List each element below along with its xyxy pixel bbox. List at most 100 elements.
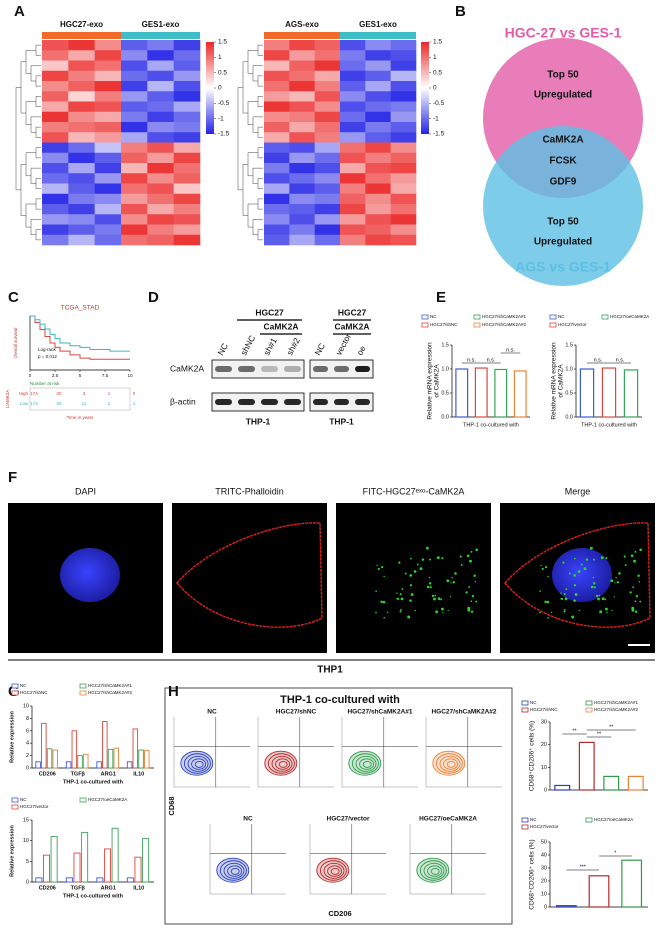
heatmap-cell — [173, 163, 201, 174]
heatmap-cell — [94, 224, 122, 236]
x-tick-label: 10 — [127, 373, 133, 378]
y-axis-label: Relative mRNA expression — [551, 342, 558, 420]
risk-count: 174 — [30, 401, 38, 406]
legend-label: HGC27/vector — [530, 824, 559, 829]
heatmap-cell — [42, 70, 69, 82]
micrograph — [172, 503, 327, 653]
heatmap-cell — [340, 214, 366, 225]
legend-swatch — [11, 797, 19, 803]
x-axis-label: Time in years — [67, 415, 95, 420]
heatmap-cell — [314, 91, 341, 102]
legend-label: NC — [558, 314, 565, 319]
fitc-dot — [416, 563, 419, 566]
heatmap-cell — [314, 60, 341, 72]
bar — [35, 761, 41, 769]
bar — [113, 747, 119, 769]
row-label: CaMK2A — [170, 363, 204, 373]
heatmap-cell — [340, 152, 366, 164]
bar — [623, 369, 639, 418]
fitc-dot — [475, 600, 478, 603]
colorbar — [421, 42, 429, 134]
fitc-dot — [398, 561, 401, 564]
colorbar-label: 0 — [433, 85, 437, 92]
heatmap-cell — [94, 60, 122, 72]
fitc-dot — [593, 558, 596, 561]
heatmap-cell — [340, 204, 366, 215]
fitc-dot — [465, 591, 468, 594]
flow-contour — [187, 755, 209, 772]
heatmap-cell — [147, 122, 174, 133]
heatmap-cell — [42, 152, 69, 164]
heatmap-cell — [42, 50, 69, 61]
fitc-dot — [474, 580, 477, 583]
group-bar — [42, 32, 121, 39]
heatmap-cell — [94, 122, 122, 133]
fitc-dot — [410, 557, 412, 560]
heatmap-cell — [42, 204, 69, 215]
dendrogram — [35, 198, 41, 210]
flow-contour — [423, 862, 445, 879]
fitc-dot — [539, 611, 541, 614]
annotation: p = 0.012 — [38, 354, 57, 359]
dendrogram — [242, 164, 248, 216]
x-tick-label: ARG1 — [101, 771, 116, 777]
heatmap-cell — [94, 173, 122, 184]
fitc-dot — [560, 592, 562, 594]
flow-contour — [183, 753, 211, 774]
heatmap-cell — [68, 224, 95, 236]
risk-count: 2 — [108, 401, 111, 406]
heatmap-cell — [94, 111, 122, 123]
lane-label: sh#2 — [284, 336, 302, 357]
heatmap-cell — [147, 142, 174, 154]
x-axis-label: THP-1 co-cultured with — [581, 422, 637, 428]
fitc-dot — [409, 574, 413, 577]
legend-label: HGC27/shNC — [430, 322, 458, 327]
legend-label: HGC27/shCaMK2A#1 — [594, 700, 639, 705]
dendrogram — [35, 147, 41, 159]
dendrogram — [257, 75, 263, 87]
fitc-dot — [467, 606, 471, 610]
heatmap-cell — [390, 60, 417, 72]
blot-band — [261, 399, 278, 405]
heatmap-cell — [94, 81, 122, 92]
dendrogram — [242, 61, 248, 114]
heatmap-cell — [340, 81, 366, 92]
heatmap-cell — [147, 111, 174, 123]
y-axis-label: CD68⁺CD206⁺ cells (%) — [529, 721, 536, 791]
fitc-dot — [539, 590, 541, 592]
heatmap-cell — [289, 234, 315, 246]
heatmap-cell — [94, 214, 122, 225]
fitc-dot — [386, 611, 389, 614]
fitc-dot — [381, 566, 384, 569]
fitc-dot — [585, 558, 589, 561]
heatmap-cell — [173, 234, 201, 246]
legend-swatch — [11, 804, 19, 810]
fitc-dot — [562, 561, 565, 564]
x-tick-label: IL10 — [133, 771, 144, 777]
fitc-dot — [413, 570, 417, 573]
heatmap-cell — [173, 60, 201, 72]
heatmap-cell — [173, 111, 201, 123]
fitc-dot — [451, 576, 453, 579]
heatmap-cell — [264, 111, 290, 123]
heatmap-cell — [289, 50, 315, 61]
heatmap-cell — [264, 214, 290, 225]
heatmap-cell — [68, 163, 95, 174]
fitc-dot — [399, 610, 402, 613]
lane-label: NC — [312, 341, 327, 357]
heatmap-cell — [390, 111, 417, 123]
heatmap-cell — [289, 40, 315, 51]
heatmap-cell — [264, 183, 290, 195]
heatmap-cell — [264, 50, 290, 61]
y-tick-label: 30 — [541, 865, 547, 871]
micrograph-title: FITC-HGC27ᵉˣᵒ-CaMK2A — [363, 486, 465, 496]
blot-band — [261, 366, 278, 372]
bar — [144, 750, 150, 769]
fitc-dot — [380, 600, 383, 604]
x-axis-label: THP-1 co-cultured with — [63, 779, 124, 785]
heatmap-cell — [121, 163, 148, 174]
annotation: ** — [609, 724, 614, 730]
bar — [111, 827, 119, 883]
heatmap-cell — [68, 50, 95, 61]
bar — [103, 848, 111, 883]
